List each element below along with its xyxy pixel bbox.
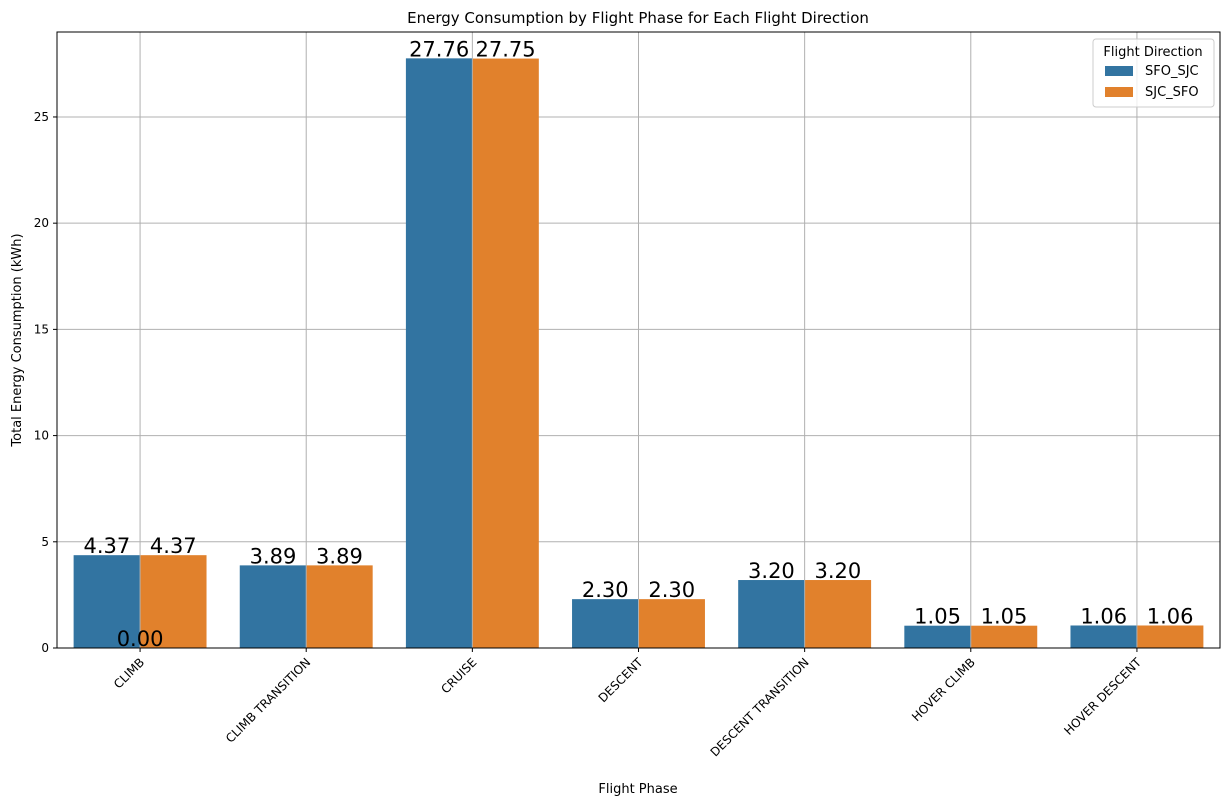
bar-sjc-sfo — [804, 580, 872, 648]
x-tick-label: DESCENT TRANSITION — [708, 655, 812, 759]
bar-sjc-sfo — [140, 555, 207, 648]
bar-value-label: 27.76 — [409, 37, 469, 61]
bars-layer — [73, 58, 1204, 649]
bar-value-label: 1.05 — [981, 605, 1028, 629]
bar-value-label: 2.30 — [582, 578, 629, 602]
bar-value-label: 3.89 — [250, 544, 297, 568]
y-tick-label: 0 — [41, 641, 49, 655]
bar-value-label: 1.06 — [1147, 604, 1194, 628]
x-tick-label: DESCENT — [596, 655, 646, 705]
legend: Flight Direction SFO_SJC SJC_SFO — [1092, 38, 1215, 108]
x-tick-label: HOVER CLIMB — [909, 655, 978, 724]
legend-label: SJC_SFO — [1145, 85, 1199, 100]
bar-sjc-sfo — [638, 599, 705, 648]
bar-sjc-sfo — [472, 58, 539, 649]
chart-title: Energy Consumption by Flight Phase for E… — [407, 9, 869, 27]
x-tick-label: HOVER DESCENT — [1061, 655, 1144, 738]
legend-entries: SFO_SJC SJC_SFO — [1105, 64, 1199, 100]
bar-value-label: 1.06 — [1080, 604, 1127, 628]
x-axis-label: Flight Phase — [598, 782, 677, 797]
bar-sjc-sfo — [306, 565, 373, 648]
bar-value-label: 3.20 — [814, 559, 861, 583]
x-tick-label: CLIMB TRANSITION — [223, 655, 313, 745]
bar-value-label: 27.75 — [476, 38, 536, 62]
bar-sfo-sjc — [738, 580, 805, 648]
bar-sfo-sjc — [239, 565, 307, 648]
bar-value-label: 3.89 — [316, 544, 363, 568]
bar-sfo-sjc — [73, 555, 141, 648]
bar-sjc-sfo — [970, 625, 1038, 648]
y-tick-label: 15 — [34, 322, 49, 336]
bar-sfo-sjc — [572, 599, 639, 648]
bar-sjc-sfo — [1136, 625, 1204, 648]
y-tick-label: 10 — [34, 429, 49, 443]
bar-value-label: 4.37 — [150, 534, 197, 558]
y-tick-label: 25 — [34, 110, 49, 124]
bar-value-label: 4.37 — [83, 534, 130, 558]
x-tick-label: CLIMB — [111, 655, 147, 691]
xgrid-overlay — [139, 32, 1138, 648]
legend-swatch — [1105, 87, 1133, 97]
x-tick-label: CRUISE — [438, 655, 479, 696]
bar-value-label: 3.20 — [748, 559, 795, 583]
bar-sfo-sjc — [904, 625, 971, 648]
bar-value-label: 0.00 — [117, 627, 164, 651]
bar-value-label: 2.30 — [648, 578, 695, 602]
bar-sfo-sjc — [1070, 625, 1137, 648]
y-tick-label: 20 — [34, 216, 49, 230]
y-axis-label: Total Energy Consumption (kWh) — [10, 233, 25, 447]
y-axis-ticks: 0 5 10 15 20 25 — [34, 110, 57, 655]
y-tick-label: 5 — [41, 535, 49, 549]
bar-value-labels: 4.37 3.89 27.76 2.30 3.20 1.05 1.06 4.37 3.89 27.… — [83, 37, 1193, 651]
bar-value-label: 1.05 — [914, 605, 961, 629]
bar-sfo-sjc — [405, 58, 473, 649]
legend-swatch — [1105, 66, 1133, 76]
legend-label: SFO_SJC — [1145, 64, 1199, 79]
x-axis-ticks: CLIMB CLIMB TRANSITION CRUISE DESCENT DESCEN… — [111, 648, 1145, 759]
legend-title: Flight Direction — [1103, 45, 1202, 60]
